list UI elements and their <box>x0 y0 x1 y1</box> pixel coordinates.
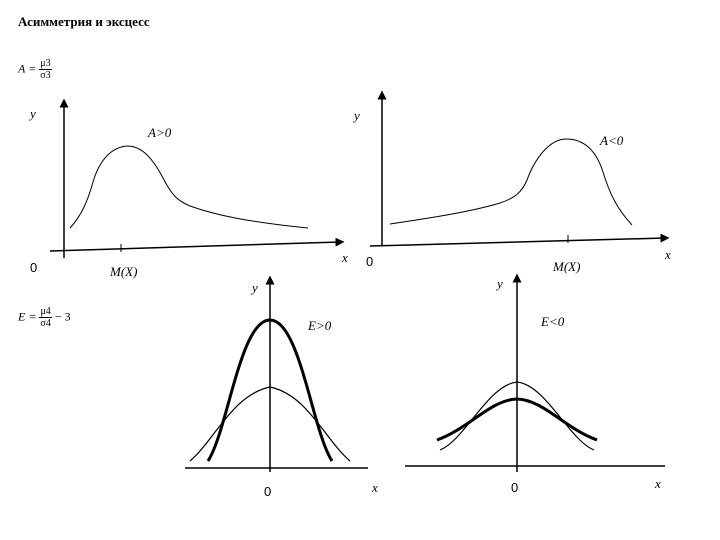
x-label-bottom-right: x <box>654 476 661 491</box>
panel-bottom-left: y E>0 0 x <box>185 275 378 499</box>
asymmetry-numerator: μ3 <box>39 58 52 70</box>
asymmetry-formula-lhs: A = <box>18 61 37 76</box>
excess-fraction: μ4 σ4 <box>39 306 52 329</box>
normal-curve-bottom-left <box>189 386 351 462</box>
panel-top-right: y A<0 0 M(X) x <box>352 90 671 274</box>
asymmetry-formula: A = μ3 σ3 <box>18 58 52 81</box>
origin-bottom-left: 0 <box>264 484 271 499</box>
x-axis-top-right <box>369 233 670 247</box>
x-axis-top-left <box>49 237 345 252</box>
asymmetry-fraction: μ3 σ3 <box>39 58 52 81</box>
y-label-bottom-right: y <box>495 276 503 291</box>
excess-numerator: μ4 <box>39 306 52 318</box>
condition-top-right: A<0 <box>599 133 624 148</box>
x-label-bottom-left: x <box>371 480 378 495</box>
x-label-top-right: x <box>664 247 671 262</box>
skew-negative-curve <box>389 138 633 226</box>
skew-positive-curve <box>69 145 309 229</box>
origin-top-right: 0 <box>366 254 373 269</box>
y-label-top-right: y <box>352 108 360 123</box>
excess-formula-lhs: E = <box>18 309 37 324</box>
normal-curve-bottom-right <box>439 381 595 451</box>
origin-top-left: 0 <box>30 260 37 275</box>
x-label-top-left: x <box>341 250 348 265</box>
excess-formula: E = μ4 σ4 − 3 <box>18 306 71 329</box>
condition-top-left: A>0 <box>147 125 172 140</box>
panel-top-left: y A>0 0 M(X) x <box>28 98 348 279</box>
y-label-bottom-left: y <box>250 280 258 295</box>
tick-label-top-left: M(X) <box>109 264 137 279</box>
condition-bottom-right: E<0 <box>540 314 565 329</box>
excess-formula-rhs: − 3 <box>54 309 71 324</box>
excess-denominator: σ4 <box>40 318 51 329</box>
tick-label-top-right: M(X) <box>552 259 580 274</box>
origin-bottom-right: 0 <box>511 480 518 495</box>
peaked-curve-bottom-left <box>206 318 334 462</box>
page-title: Асимметрия и эксцесс <box>18 14 150 29</box>
panel-bottom-right: y E<0 0 x <box>405 273 665 495</box>
y-label-top-left: y <box>28 106 36 121</box>
condition-bottom-left: E>0 <box>307 318 332 333</box>
asymmetry-denominator: σ3 <box>40 70 51 81</box>
flat-curve-bottom-right <box>436 397 598 442</box>
